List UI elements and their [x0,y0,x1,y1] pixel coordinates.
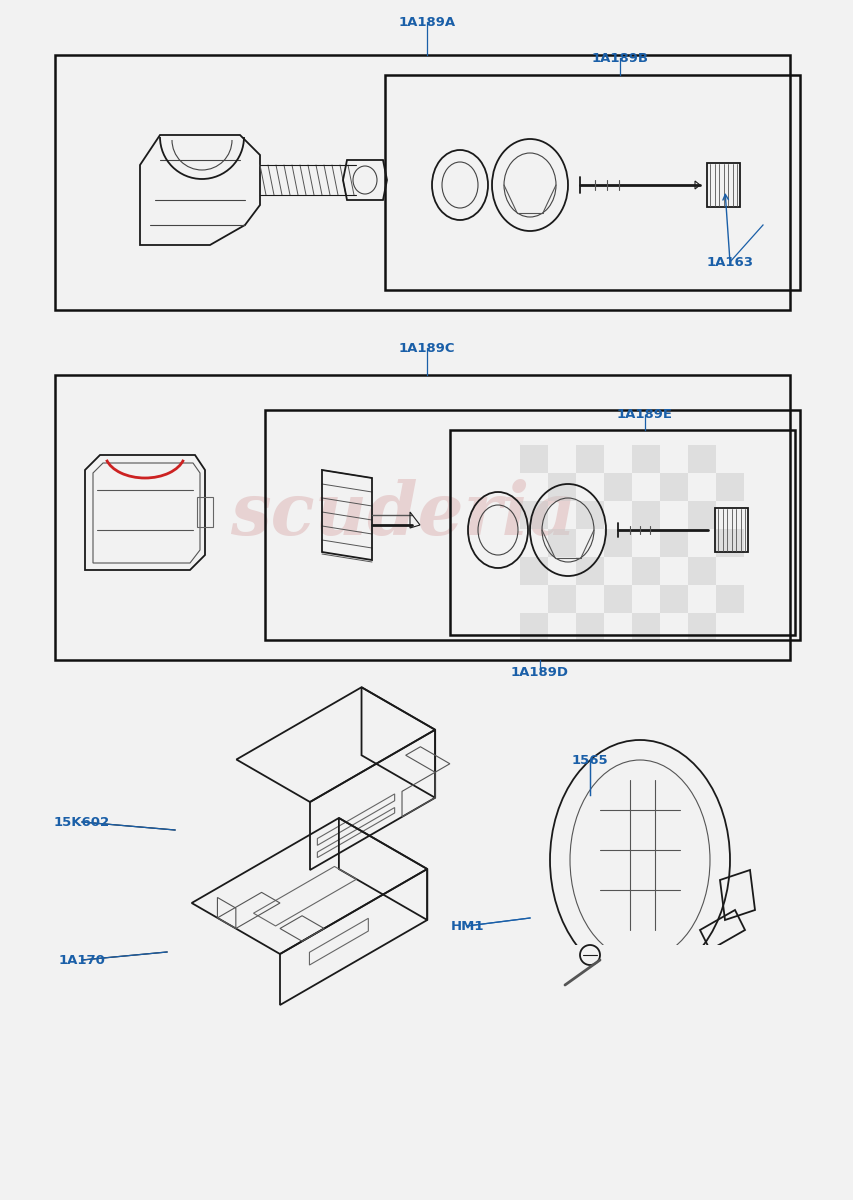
Bar [659,473,688,502]
Text: 1A189C: 1A189C [398,342,455,354]
Bar [575,445,603,473]
Bar [631,613,659,641]
Text: 1A189A: 1A189A [398,16,455,29]
Text: 15K602: 15K602 [54,816,110,828]
Bar [631,502,659,529]
Bar [548,584,575,613]
Bar [715,584,743,613]
Bar [688,502,715,529]
Bar [603,473,631,502]
Bar [688,445,715,473]
Bar [519,502,548,529]
Text: 1A189D: 1A189D [510,666,568,678]
Bar [603,529,631,557]
Text: 1A189B: 1A189B [591,52,647,65]
Text: 1565: 1565 [571,754,607,767]
Bar [539,946,740,1006]
Text: 1A163: 1A163 [705,256,752,269]
Bar [715,529,743,557]
Text: 1A170: 1A170 [59,954,105,966]
Text: 1A189E: 1A189E [616,408,672,421]
Bar [55,55,789,310]
Bar [519,445,548,473]
Bar [450,430,794,635]
Bar [631,557,659,584]
Bar [548,529,575,557]
Bar [631,445,659,473]
Bar [575,557,603,584]
Bar [575,502,603,529]
Bar [55,374,789,660]
Text: scuderia: scuderia [229,480,576,551]
Bar [519,613,548,641]
Bar [548,473,575,502]
Bar [575,613,603,641]
Bar [715,473,743,502]
Bar [659,584,688,613]
Bar [659,529,688,557]
Bar [385,74,799,290]
Bar [688,613,715,641]
Bar [264,410,799,640]
Text: HM1: HM1 [450,919,483,932]
Bar [688,557,715,584]
Bar [519,557,548,584]
Bar [603,584,631,613]
